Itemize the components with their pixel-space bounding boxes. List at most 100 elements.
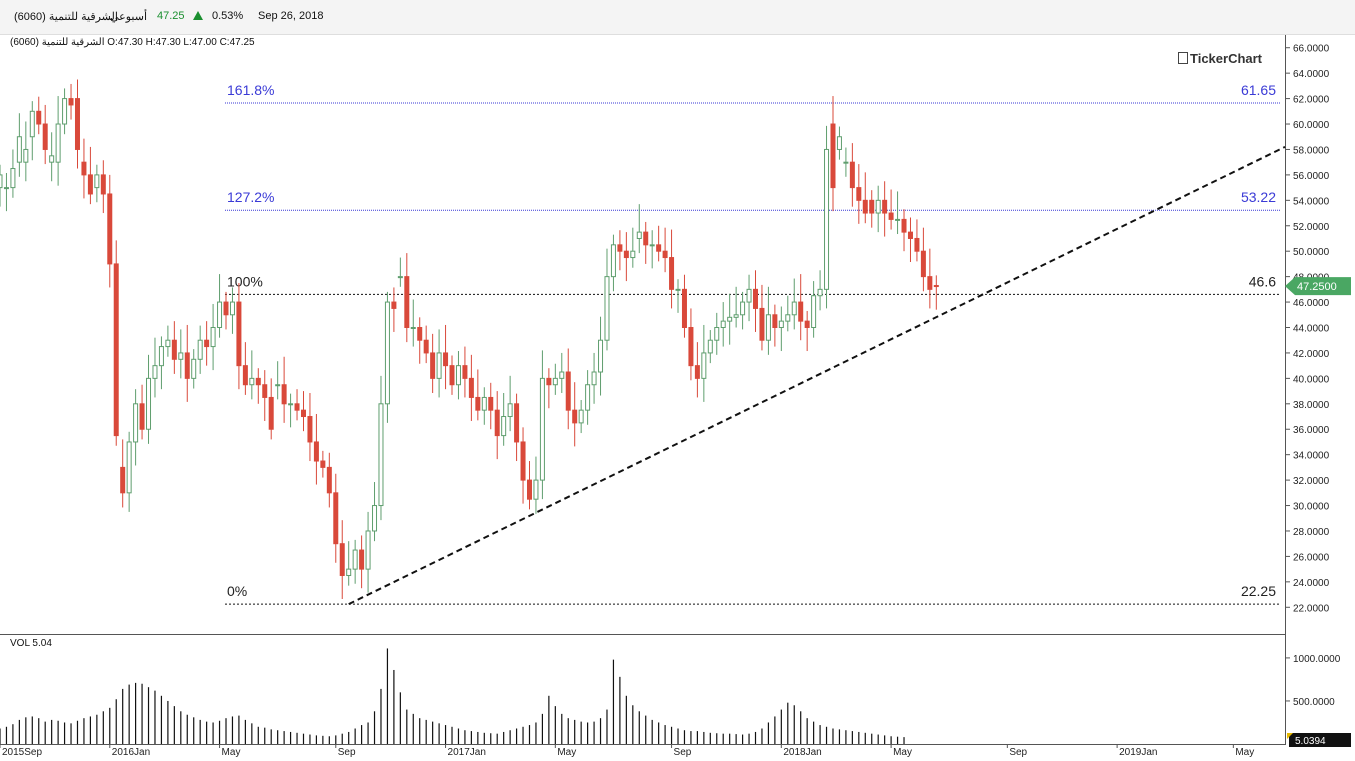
candle-body	[914, 237, 920, 252]
candle-body	[372, 505, 378, 532]
price-tick-label: 56.0000	[1293, 171, 1330, 182]
candle	[468, 354, 474, 421]
candle	[36, 96, 42, 135]
candle	[572, 382, 578, 447]
candle	[772, 304, 778, 347]
candle-body	[455, 365, 461, 386]
candle	[526, 461, 532, 510]
candle-body	[778, 320, 784, 328]
candle	[288, 393, 294, 428]
candle-body	[410, 327, 416, 329]
candle-body	[249, 377, 255, 386]
candle	[623, 232, 629, 282]
candle-body	[126, 441, 132, 494]
candle-body	[488, 396, 494, 411]
candle-body	[313, 441, 319, 462]
time-tick-label: 2015Sep	[2, 747, 42, 758]
candle-body	[572, 409, 578, 424]
price-tick-label: 34.0000	[1293, 451, 1330, 462]
candle-body	[765, 314, 771, 341]
last-price: 47.25	[157, 10, 185, 22]
candle	[158, 336, 164, 390]
candle-body	[333, 492, 339, 545]
candle-body	[475, 396, 481, 411]
brand-text: TickerChart	[1190, 51, 1263, 66]
candle	[217, 274, 223, 338]
symbol-label[interactable]: (6060) الشرقية للتنمية	[14, 11, 118, 23]
candle-body	[830, 123, 836, 189]
candle	[378, 375, 384, 521]
candle	[824, 125, 830, 309]
candle	[662, 227, 668, 273]
candle	[68, 83, 74, 120]
candle	[849, 143, 855, 207]
candle	[120, 439, 126, 508]
candle	[197, 325, 203, 374]
candle	[669, 229, 675, 309]
candle	[681, 274, 687, 338]
candle-body	[533, 479, 539, 500]
candle-body	[339, 543, 345, 576]
candle	[139, 384, 145, 440]
candle-body	[617, 244, 623, 252]
candle	[152, 337, 158, 398]
candle	[430, 333, 436, 393]
candle	[507, 375, 513, 432]
candle	[798, 274, 804, 341]
candle	[307, 392, 313, 462]
candle-body	[217, 301, 223, 328]
candle-body	[630, 250, 636, 259]
price-tick-label: 60.0000	[1293, 120, 1330, 131]
candle	[514, 393, 520, 462]
price-tick-label: 38.0000	[1293, 400, 1330, 411]
candle-body	[591, 371, 597, 386]
candle	[707, 330, 713, 364]
candle	[649, 230, 655, 269]
time-tick-label: Sep	[1009, 747, 1027, 758]
price-tick-label: 64.0000	[1293, 69, 1330, 80]
candle-body	[197, 339, 203, 360]
fibonacci-levels: 161.8% 61.65 127.2% 53.22 100% 46.6 0% 22.25	[225, 82, 1280, 605]
candle-body	[539, 377, 545, 481]
fib-level-label: 0%	[227, 583, 247, 599]
candle	[455, 351, 461, 400]
candle-body	[681, 288, 687, 329]
candle-body	[759, 307, 765, 341]
candle	[901, 209, 907, 252]
price-axis: 22.0000 24.0000 26.0000 28.0000 30.0000 32.00…	[1285, 44, 1351, 614]
candle-body	[753, 288, 759, 309]
price-tick-label: 24.0000	[1293, 578, 1330, 589]
price-tick-label: 50.0000	[1293, 247, 1330, 258]
candle	[281, 356, 287, 423]
candle-body	[94, 174, 100, 189]
candle-body	[565, 371, 571, 411]
candle	[294, 389, 300, 421]
candle	[410, 299, 416, 347]
candle	[249, 350, 255, 400]
candle	[688, 308, 694, 381]
candle	[229, 287, 235, 334]
candle-body	[171, 339, 177, 360]
pane-divider[interactable]	[0, 634, 1285, 635]
candle	[313, 413, 319, 485]
price-tick-label: 22.0000	[1293, 603, 1330, 614]
date-label: Sep 26, 2018	[258, 10, 324, 22]
candle-body	[449, 365, 455, 386]
candle-body	[869, 199, 875, 214]
candle	[520, 427, 526, 504]
trendline	[348, 146, 1286, 606]
candle	[423, 325, 429, 364]
candle-body	[87, 174, 93, 195]
candle-body	[791, 301, 797, 316]
candle-body	[824, 148, 830, 290]
candle-body	[727, 316, 733, 322]
candle-body	[927, 276, 933, 290]
period-label[interactable]: أسبوعي	[110, 11, 148, 23]
candle	[578, 399, 584, 434]
price-tick-label: 58.0000	[1293, 145, 1330, 156]
time-tick-label: Sep	[338, 747, 356, 758]
candle	[100, 160, 106, 214]
candle-body	[384, 301, 390, 405]
candle	[326, 452, 332, 508]
